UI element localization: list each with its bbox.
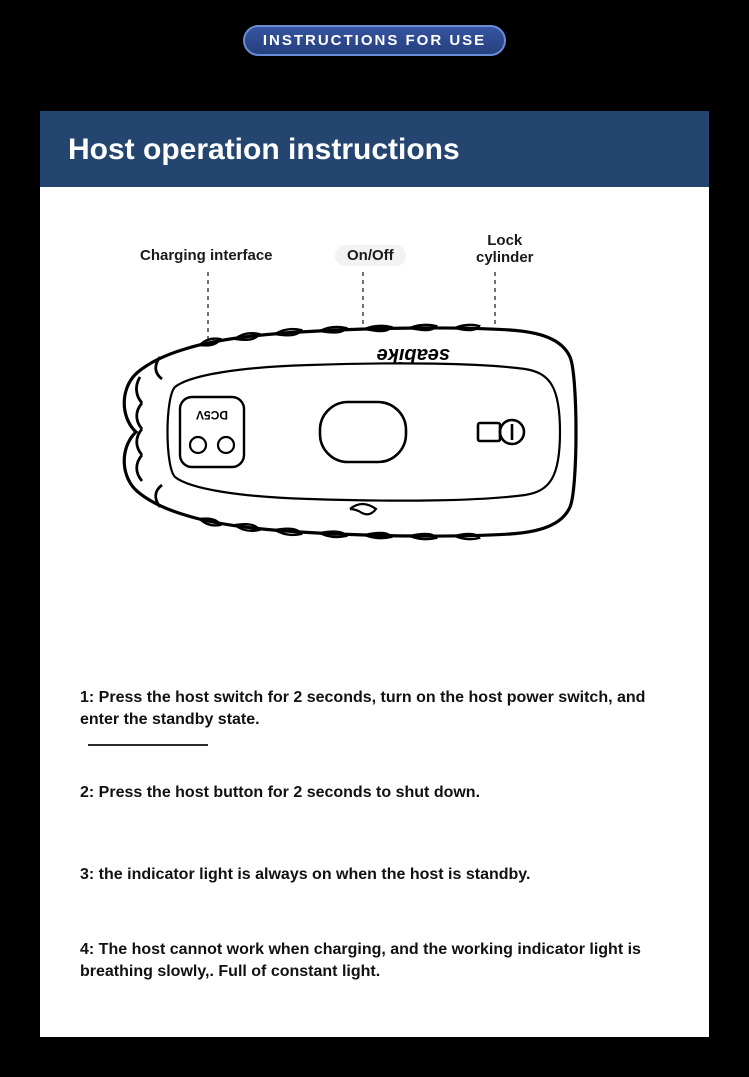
badge-row: INSTRUCTIONS FOR USE — [0, 25, 749, 56]
instruction-4: 4: The host cannot work when charging, a… — [80, 939, 669, 982]
device-diagram: Charging interface On/Off Lock cylinder — [80, 227, 669, 627]
instruction-1: 1: Press the host switch for 2 seconds, … — [80, 687, 669, 730]
spacer — [80, 899, 669, 939]
spacer — [80, 818, 669, 864]
instructions-badge: INSTRUCTIONS FOR USE — [243, 25, 506, 56]
device-svg: DC5V seabike — [80, 227, 669, 627]
instruction-card: Host operation instructions Charging int… — [40, 111, 709, 1037]
top-spacer — [0, 0, 749, 25]
separator-line — [88, 744, 208, 746]
card-body: Charging interface On/Off Lock cylinder — [40, 187, 709, 1037]
instruction-list: 1: Press the host switch for 2 seconds, … — [80, 687, 669, 983]
instruction-2: 2: Press the host button for 2 seconds t… — [80, 782, 669, 804]
page-root: INSTRUCTIONS FOR USE Host operation inst… — [0, 0, 749, 1077]
card-title: Host operation instructions — [40, 115, 709, 187]
brand-label: seabike — [377, 344, 450, 366]
instruction-3: 3: the indicator light is always on when… — [80, 864, 669, 886]
dc5v-label: DC5V — [196, 408, 228, 422]
